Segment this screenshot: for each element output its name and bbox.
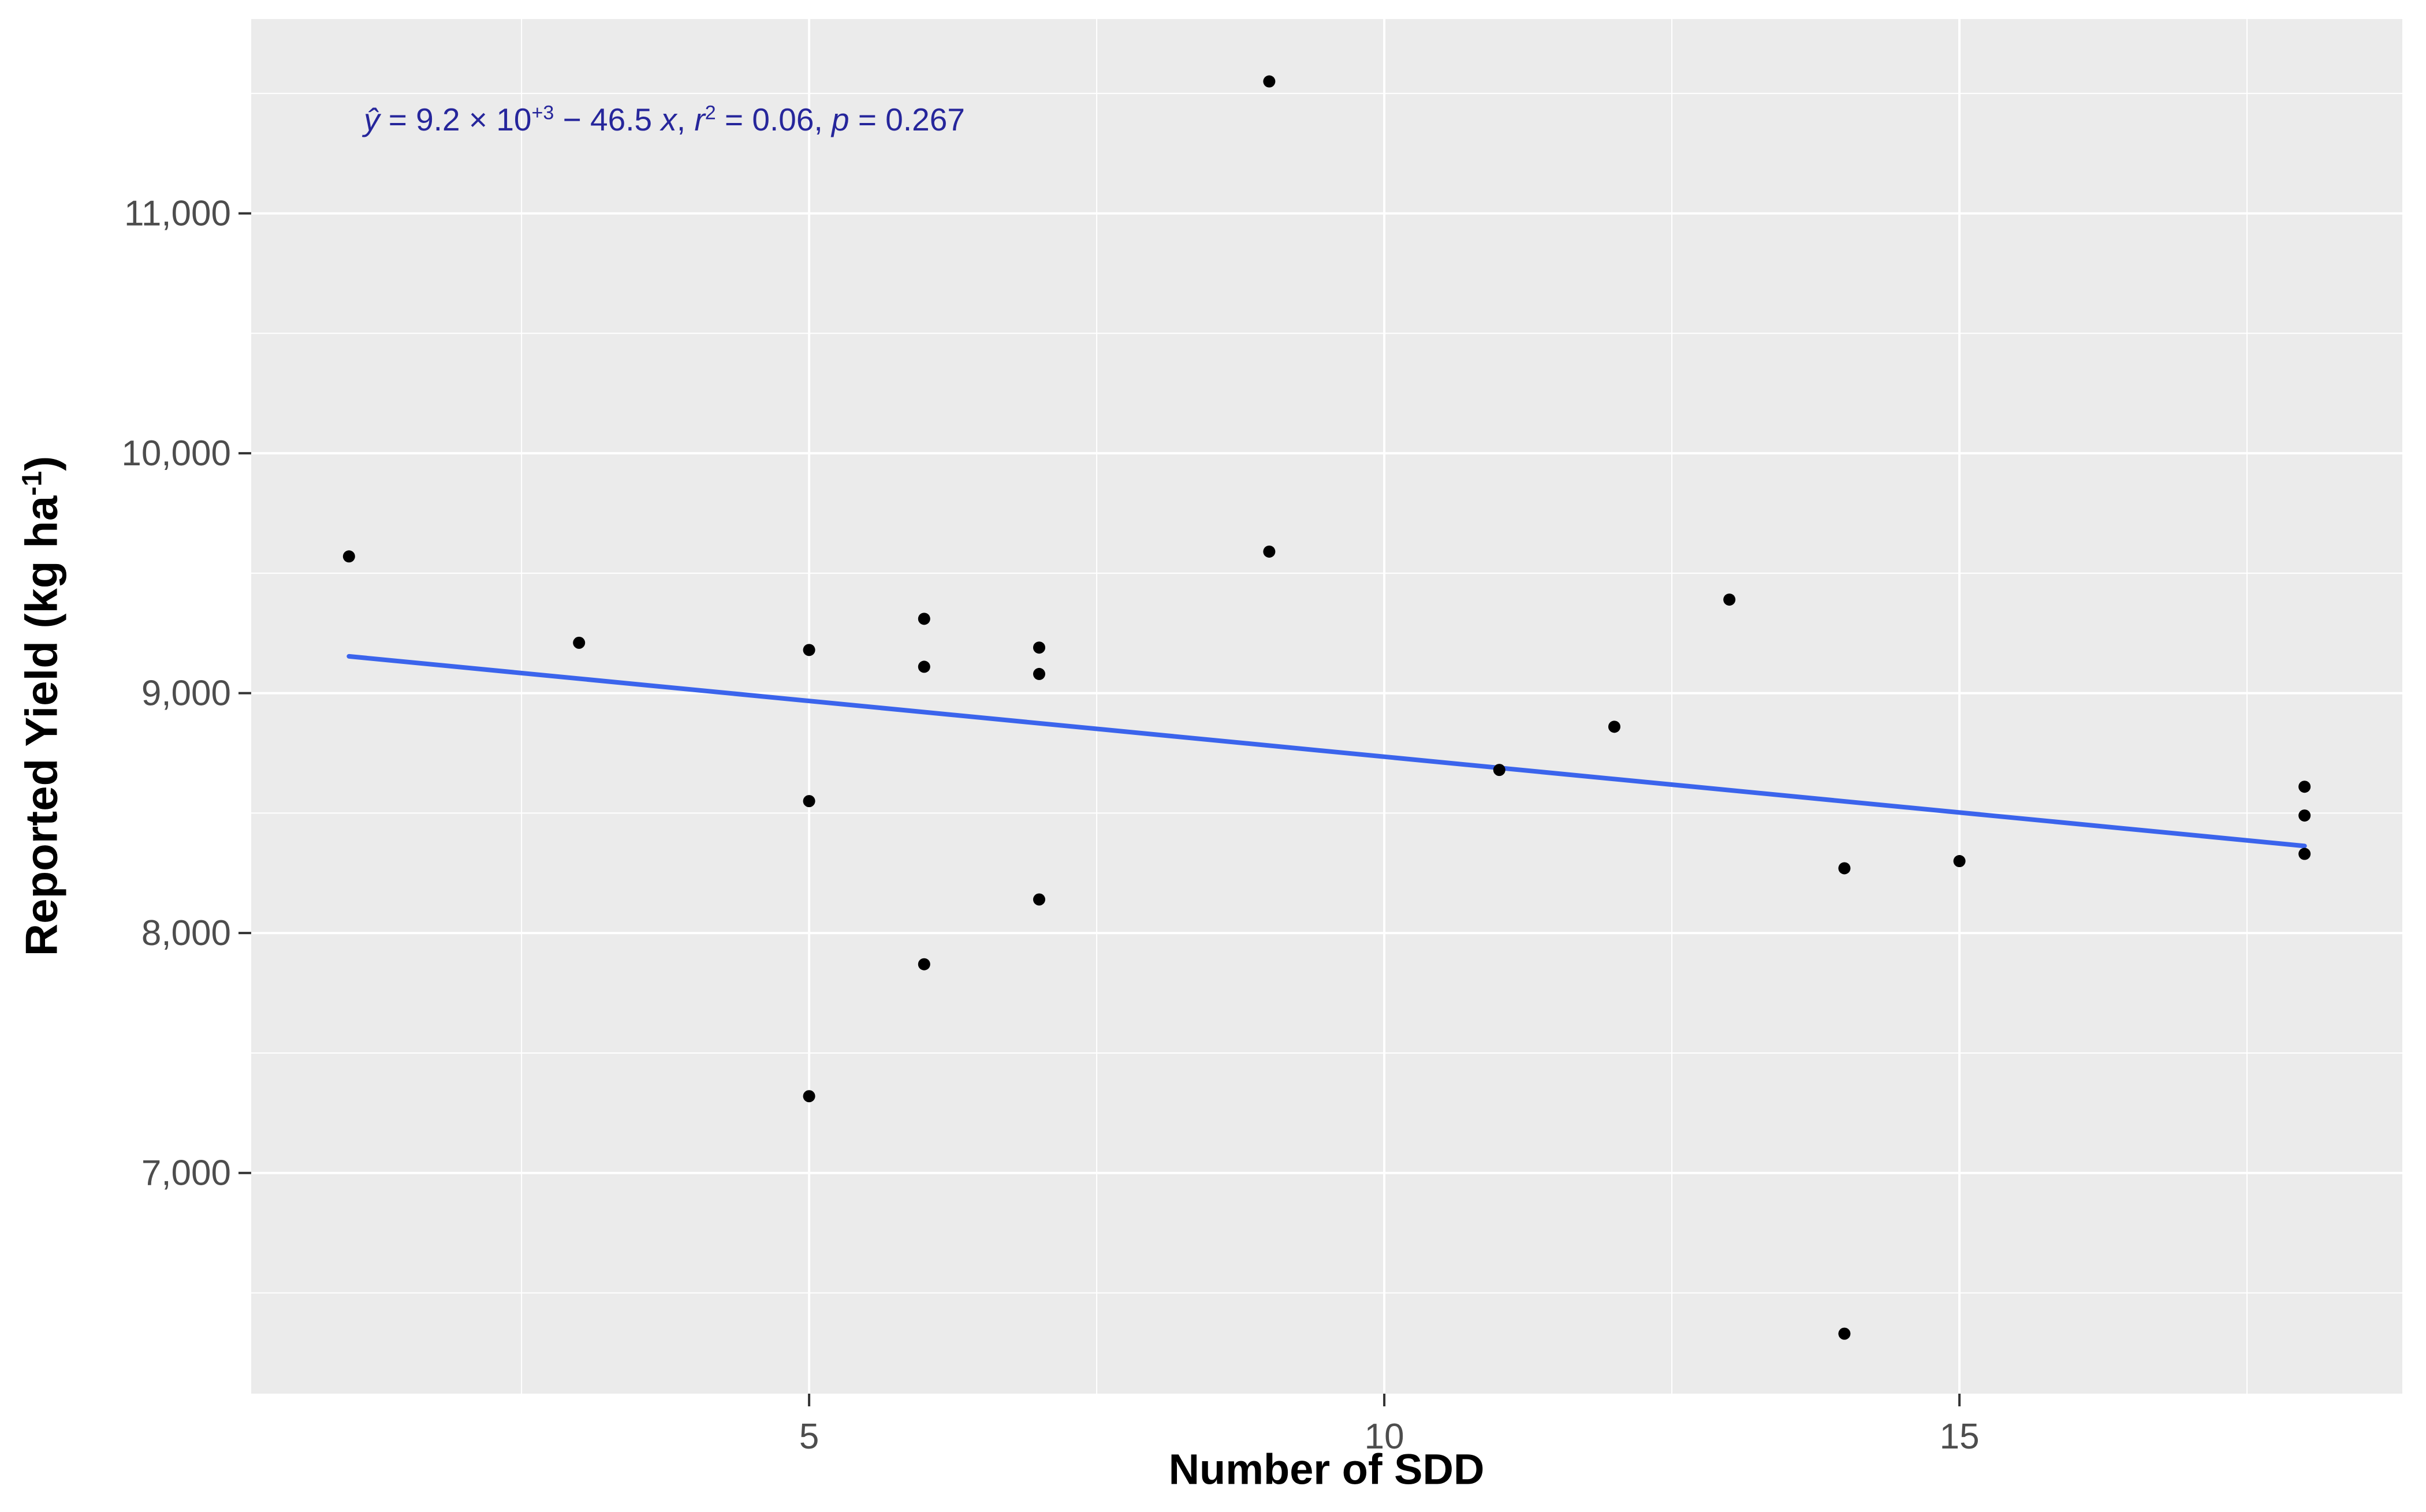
y-axis-title: Reported Yield (kg ha-1) <box>16 456 68 956</box>
equation-part: p <box>832 102 849 137</box>
equation-part: x <box>661 102 677 137</box>
data-point <box>342 550 355 563</box>
data-point <box>1953 855 1966 868</box>
data-point <box>803 795 815 808</box>
equation-part: r <box>694 102 705 137</box>
data-point <box>1263 75 1276 88</box>
equation-part: 2 <box>705 102 716 124</box>
data-point <box>1608 720 1620 733</box>
data-point <box>1033 641 1046 654</box>
regression-equation: ŷ = 9.2 × 10+3 − 46.5 x, r2 = 0.06, p = … <box>364 101 965 138</box>
data-point <box>918 613 930 625</box>
y-axis-title-text: Reported Yield (kg ha <box>16 495 67 957</box>
y-axis-title-close: ) <box>16 456 67 471</box>
data-point <box>1263 545 1276 558</box>
data-point <box>573 636 586 649</box>
data-point <box>2298 809 2311 822</box>
equation-part: = 9.2 × 10 <box>379 102 532 137</box>
data-point <box>1493 764 1505 776</box>
data-point <box>1033 667 1046 680</box>
data-point <box>2298 848 2311 860</box>
y-tick-label: 9,000 <box>141 674 231 714</box>
data-point <box>1838 862 1851 875</box>
y-tick-label: 10,000 <box>121 434 231 473</box>
data-point <box>1723 593 1736 606</box>
y-axis-title-superscript: -1 <box>16 471 48 496</box>
x-tick-label: 5 <box>799 1417 819 1457</box>
x-axis-title-text: Number of SDD <box>1168 1445 1485 1494</box>
equation-part: = 0.267 <box>849 102 965 137</box>
y-tick-label: 8,000 <box>141 913 231 953</box>
data-point <box>918 660 930 673</box>
regression-line <box>346 654 2307 849</box>
equation-part: ŷ <box>364 102 380 137</box>
x-tick-label: 10 <box>1365 1417 1404 1457</box>
plot-panel <box>251 19 2402 1394</box>
x-tick-label: 15 <box>1940 1417 1980 1457</box>
equation-part: − 46.5 <box>554 102 661 137</box>
y-tick-label: 11,000 <box>124 194 231 234</box>
data-point <box>1838 1327 1851 1340</box>
data-point <box>2298 781 2311 793</box>
equation-part: +3 <box>531 102 554 124</box>
equation-part: , <box>676 102 695 137</box>
data-point <box>918 958 930 970</box>
data-point <box>803 644 815 656</box>
data-point <box>803 1090 815 1103</box>
data-point <box>1033 893 1046 906</box>
x-axis-title: Number of SDD <box>1169 1445 1485 1494</box>
equation-part: = 0.06, <box>715 102 832 137</box>
y-tick-label: 7,000 <box>141 1153 231 1193</box>
